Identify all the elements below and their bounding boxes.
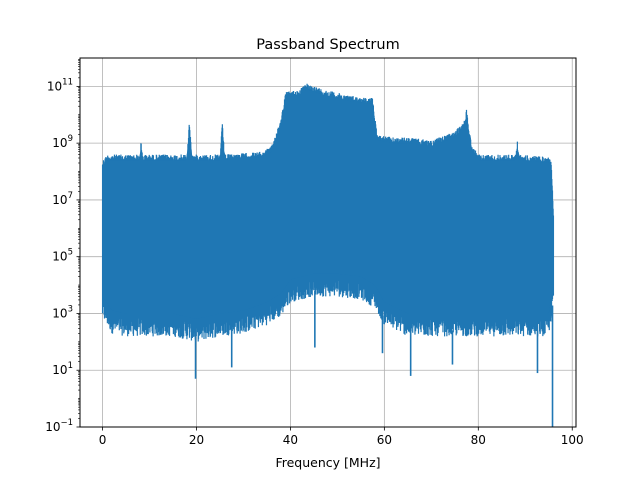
y-tick-label: 105 (52, 248, 73, 264)
y-tick-label: 103 (52, 304, 73, 320)
y-tick-base: 10 (52, 306, 67, 320)
x-axis-label: Frequency [MHz] (275, 455, 380, 470)
x-tick-label: 60 (377, 433, 392, 447)
y-tick-label: 1011 (47, 77, 73, 93)
y-tick-base: 10 (52, 363, 67, 377)
y-tick-label: 109 (52, 134, 73, 150)
chart-title: Passband Spectrum (256, 37, 399, 53)
y-tick-base: 10 (52, 250, 67, 264)
x-tick-label: 80 (471, 433, 486, 447)
y-tick-label: 107 (52, 191, 73, 207)
y-tick-exponent: 3 (68, 304, 73, 314)
y-tick-exponent: 9 (68, 134, 73, 144)
y-tick-exponent: 1 (68, 361, 73, 371)
spectrum-series (101, 83, 555, 427)
y-tick-exponent: 11 (62, 77, 73, 87)
x-tick-label: 40 (283, 433, 298, 447)
y-tick-exponent: 7 (68, 191, 73, 201)
y-tick-base: 10 (45, 420, 60, 434)
spectrum-band (102, 89, 554, 319)
y-tick-label: 101 (52, 361, 73, 377)
y-tick-label: 10−1 (45, 418, 73, 434)
x-tick-label: 20 (189, 433, 204, 447)
y-tick-base: 10 (52, 136, 67, 150)
x-tick-label: 0 (99, 433, 107, 447)
y-tick-exponent: 5 (68, 248, 73, 258)
plot-frame (79, 57, 577, 428)
y-tick-base: 10 (52, 193, 67, 207)
x-tick-label: 100 (561, 433, 584, 447)
x-axis-ticks: 0 20 40 60 80 100 (99, 427, 584, 447)
y-tick-base: 10 (47, 79, 62, 93)
y-tick-exponent: −1 (60, 418, 73, 428)
